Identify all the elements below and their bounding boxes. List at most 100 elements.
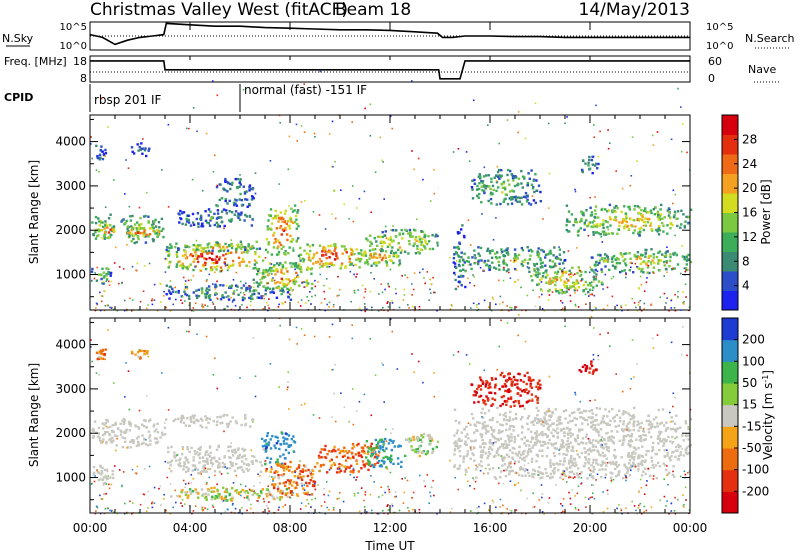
- cell-12: [507, 438, 510, 441]
- cell-21: [577, 234, 580, 237]
- cell-12: [559, 476, 562, 479]
- speckle: [110, 307, 113, 309]
- cell-21: [649, 209, 653, 212]
- speckle: [634, 262, 637, 265]
- cell-8: [285, 465, 288, 468]
- cell-14: [309, 259, 312, 262]
- cell-4: [229, 460, 232, 464]
- cell-4: [235, 462, 238, 466]
- cell-2: [154, 218, 157, 222]
- speckle: [597, 155, 600, 158]
- speckle: [601, 241, 604, 243]
- cell-10: [365, 456, 368, 459]
- cell-21: [630, 224, 633, 227]
- cell-16: [413, 242, 416, 245]
- cell-0: [126, 446, 130, 449]
- cell-2: [158, 226, 161, 229]
- cell-13: [298, 265, 301, 268]
- cell-13: [274, 269, 277, 272]
- cell-16: [424, 234, 427, 237]
- cell-12: [622, 412, 625, 415]
- speckle: [103, 290, 106, 293]
- cell-19: [479, 175, 482, 178]
- cell-4: [201, 456, 205, 459]
- cell-12: [668, 456, 671, 460]
- cell-1: [101, 466, 104, 469]
- cell-12: [571, 463, 574, 467]
- cell-12: [544, 433, 547, 436]
- cell-21: [616, 207, 619, 210]
- cell-8: [277, 476, 280, 480]
- cell-6: [192, 421, 196, 424]
- speckle: [547, 122, 550, 125]
- cell-21: [606, 226, 609, 229]
- cell-12: [622, 434, 626, 438]
- cell-2: [152, 220, 155, 223]
- speckle: [411, 80, 413, 82]
- cell-4: [217, 445, 220, 449]
- cell-19: [482, 190, 486, 193]
- cell-18: [554, 256, 558, 260]
- cell-1: [111, 228, 114, 231]
- cell-16: [383, 234, 386, 237]
- cell-21: [572, 224, 575, 227]
- cell-12: [484, 428, 488, 431]
- noise-right-label: N.Search: [745, 32, 795, 45]
- cell-12: [458, 467, 461, 470]
- cell-12: [628, 440, 631, 443]
- cell-10: [397, 462, 400, 465]
- cell-12: [642, 429, 645, 432]
- speckle: [264, 257, 267, 259]
- cell-12: [675, 445, 678, 449]
- cell-7: [264, 463, 267, 466]
- cell-0: [94, 215, 98, 219]
- cell-22: [640, 254, 644, 257]
- cell-14: [328, 262, 331, 265]
- cell-12: [684, 422, 688, 425]
- cell-12: [621, 439, 625, 442]
- cell-19: [524, 196, 527, 199]
- cell-11: [426, 450, 429, 453]
- cell-12: [570, 459, 573, 462]
- speckle: [633, 302, 636, 304]
- cell-21: [574, 218, 577, 221]
- speckle: [108, 284, 111, 287]
- cell-21: [659, 208, 662, 211]
- cell-12: [505, 453, 509, 456]
- cell-12: [679, 445, 682, 448]
- cell-12: [595, 462, 598, 465]
- cell-12: [594, 445, 598, 448]
- cell-4: [231, 464, 234, 467]
- cell-10: [383, 449, 386, 453]
- cell-10: [378, 464, 382, 468]
- cell-12: [574, 461, 577, 464]
- speckle: [592, 155, 595, 158]
- cell-16: [414, 252, 418, 255]
- cell-12: [600, 475, 603, 479]
- cell-12: [272, 246, 276, 249]
- cell-17: [454, 250, 458, 254]
- cell-9: [229, 285, 232, 288]
- cell-14: [328, 256, 331, 259]
- cell-11: [420, 434, 423, 437]
- cell-10: [366, 459, 370, 462]
- cell-21: [570, 213, 574, 216]
- cell-19: [520, 203, 524, 206]
- cell-12: [498, 413, 502, 416]
- cell-12: [607, 446, 610, 449]
- cell-9: [338, 471, 341, 474]
- cell-2: [136, 221, 139, 224]
- cell-12: [511, 446, 515, 450]
- cell-0: [112, 439, 115, 442]
- cell-12: [583, 409, 586, 412]
- cell-8: [282, 466, 285, 470]
- cell-12: [670, 416, 673, 419]
- cell-13: [490, 404, 493, 407]
- cell-12: [275, 217, 278, 220]
- cell-11: [408, 440, 411, 443]
- cell-12: [597, 434, 601, 437]
- cell-12: [492, 430, 495, 433]
- cell-19: [521, 186, 524, 189]
- cell-20: [550, 279, 553, 283]
